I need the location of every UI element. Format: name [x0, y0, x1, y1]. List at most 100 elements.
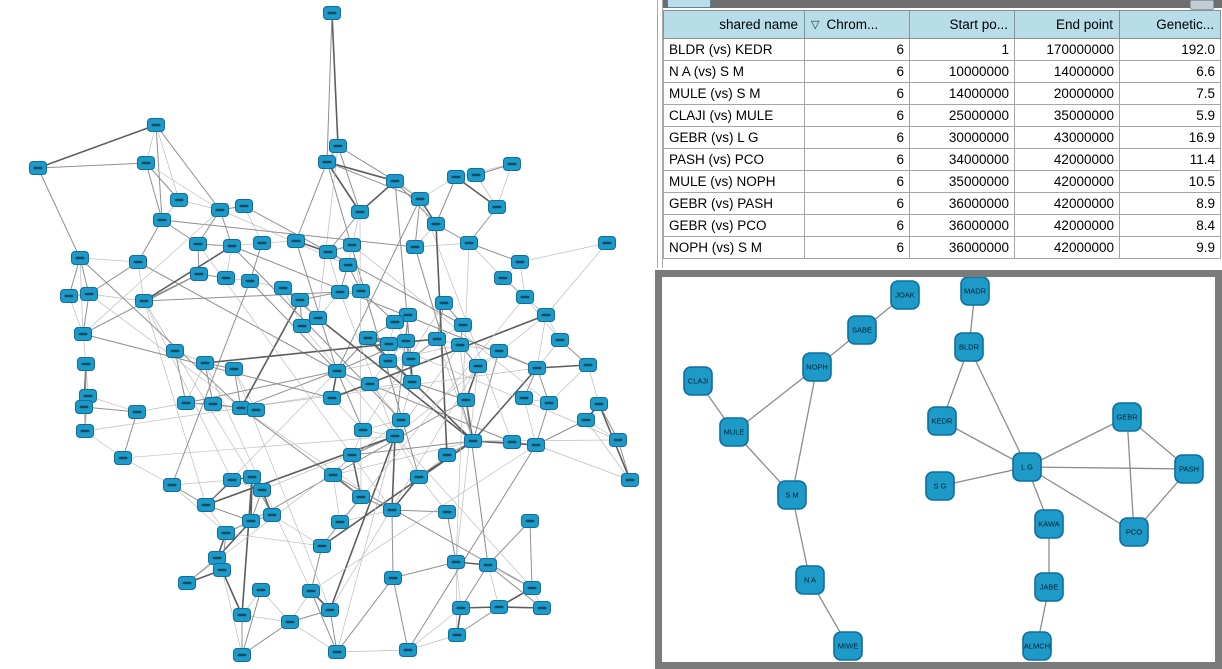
- network-node[interactable]: [411, 192, 429, 206]
- cell-genetic[interactable]: 16.9: [1119, 126, 1221, 149]
- network-node[interactable]: [309, 311, 327, 325]
- subnetwork-node[interactable]: KAWA: [1034, 509, 1064, 539]
- network-node[interactable]: [313, 539, 331, 553]
- network-node[interactable]: [527, 438, 545, 452]
- network-node[interactable]: [319, 245, 337, 259]
- cell-chromosome[interactable]: 6: [804, 38, 910, 61]
- cell-start[interactable]: 36000000: [909, 214, 1015, 237]
- cell-chromosome[interactable]: 6: [804, 82, 910, 105]
- network-node[interactable]: [241, 274, 259, 288]
- network-node[interactable]: [328, 364, 346, 378]
- network-node[interactable]: [528, 361, 546, 375]
- network-node[interactable]: [403, 375, 421, 389]
- vertical-scrollbar[interactable]: [657, 0, 663, 268]
- cell-shared-name[interactable]: GEBR (vs) L G: [663, 126, 805, 149]
- cell-start[interactable]: 14000000: [909, 82, 1015, 105]
- network-node[interactable]: [76, 424, 94, 438]
- cell-chromosome[interactable]: 6: [804, 148, 910, 171]
- cell-end[interactable]: 20000000: [1014, 82, 1120, 105]
- cell-start[interactable]: 36000000: [909, 236, 1015, 259]
- network-node[interactable]: [469, 359, 487, 373]
- network-node[interactable]: [551, 333, 569, 347]
- network-node[interactable]: [448, 628, 466, 642]
- cell-start[interactable]: 25000000: [909, 104, 1015, 127]
- network-node[interactable]: [281, 615, 299, 629]
- network-node[interactable]: [410, 470, 428, 484]
- subnetwork-node[interactable]: PASH: [1174, 454, 1204, 484]
- subnetwork-node[interactable]: PCO: [1119, 517, 1149, 547]
- cell-chromosome[interactable]: 6: [804, 104, 910, 127]
- network-node[interactable]: [328, 645, 346, 659]
- table-row[interactable]: NOPH (vs) S M 6 36000000 42000000 9.9: [663, 236, 1221, 259]
- network-node[interactable]: [457, 393, 475, 407]
- network-node[interactable]: [242, 514, 260, 528]
- network-node[interactable]: [29, 161, 47, 175]
- subnetwork-node[interactable]: MADR: [960, 277, 990, 306]
- network-node[interactable]: [243, 470, 261, 484]
- network-node[interactable]: [77, 357, 95, 371]
- network-node[interactable]: [287, 234, 305, 248]
- network-node[interactable]: [406, 240, 424, 254]
- network-node[interactable]: [399, 643, 417, 657]
- network-node[interactable]: [352, 284, 370, 298]
- subnetwork-edge[interactable]: [1026, 416, 1128, 468]
- subnetwork-node[interactable]: NOPH: [802, 352, 832, 382]
- subnetwork-node[interactable]: CLAJI: [683, 366, 713, 396]
- cell-end[interactable]: 42000000: [1014, 170, 1120, 193]
- network-node[interactable]: [428, 332, 446, 346]
- network-node[interactable]: [235, 199, 253, 213]
- cell-genetic[interactable]: 192.0: [1119, 38, 1221, 61]
- network-node[interactable]: [291, 293, 309, 307]
- network-node[interactable]: [80, 287, 98, 301]
- network-node[interactable]: [452, 601, 470, 615]
- cell-start[interactable]: 34000000: [909, 148, 1015, 171]
- network-node[interactable]: [397, 334, 415, 348]
- cell-chromosome[interactable]: 6: [804, 236, 910, 259]
- network-node[interactable]: [190, 267, 208, 281]
- network-node[interactable]: [331, 285, 349, 299]
- table-row[interactable]: PASH (vs) PCO 6 34000000 42000000 11.4: [663, 148, 1221, 171]
- horizontal-scrollbar-thumb[interactable]: [1190, 0, 1214, 10]
- network-node[interactable]: [129, 255, 147, 269]
- cell-genetic[interactable]: 6.6: [1119, 60, 1221, 83]
- network-node[interactable]: [515, 391, 533, 405]
- network-node[interactable]: [137, 156, 155, 170]
- network-node[interactable]: [75, 400, 93, 414]
- network-node[interactable]: [386, 429, 404, 443]
- cell-start[interactable]: 36000000: [909, 192, 1015, 215]
- network-node[interactable]: [359, 331, 377, 345]
- cell-shared-name[interactable]: NOPH (vs) S M: [663, 236, 805, 259]
- network-node[interactable]: [352, 490, 370, 504]
- table-row[interactable]: N A (vs) S M 6 10000000 14000000 6.6: [663, 60, 1221, 83]
- network-node[interactable]: [516, 290, 534, 304]
- cell-start[interactable]: 35000000: [909, 170, 1015, 193]
- subnetwork-edge[interactable]: [733, 366, 818, 433]
- network-node[interactable]: [540, 396, 558, 410]
- network-node[interactable]: [467, 168, 485, 182]
- network-node[interactable]: [621, 473, 639, 487]
- network-node[interactable]: [208, 551, 226, 565]
- subnetwork-edge[interactable]: [1026, 466, 1135, 533]
- main-network-canvas[interactable]: [0, 0, 655, 669]
- cell-end[interactable]: 42000000: [1014, 148, 1120, 171]
- cell-chromosome[interactable]: 6: [804, 60, 910, 83]
- network-node[interactable]: [427, 217, 445, 231]
- network-node[interactable]: [323, 6, 341, 20]
- cell-end[interactable]: 35000000: [1014, 104, 1120, 127]
- cell-genetic[interactable]: 10.5: [1119, 170, 1221, 193]
- cell-end[interactable]: 14000000: [1014, 60, 1120, 83]
- cell-shared-name[interactable]: CLAJI (vs) MULE: [663, 104, 805, 127]
- network-node[interactable]: [402, 352, 420, 366]
- network-node[interactable]: [351, 205, 369, 219]
- subnetwork-node[interactable]: MIWE: [833, 631, 863, 661]
- network-node[interactable]: [147, 118, 165, 132]
- network-node[interactable]: [521, 514, 539, 528]
- network-node[interactable]: [577, 413, 595, 427]
- cell-shared-name[interactable]: PASH (vs) PCO: [663, 148, 805, 171]
- subnetwork-node[interactable]: MULE: [719, 417, 749, 447]
- network-node[interactable]: [386, 174, 404, 188]
- network-node[interactable]: [323, 391, 341, 405]
- network-node[interactable]: [302, 584, 320, 598]
- network-node[interactable]: [321, 603, 339, 617]
- subnetwork-node[interactable]: JOAK: [890, 280, 920, 310]
